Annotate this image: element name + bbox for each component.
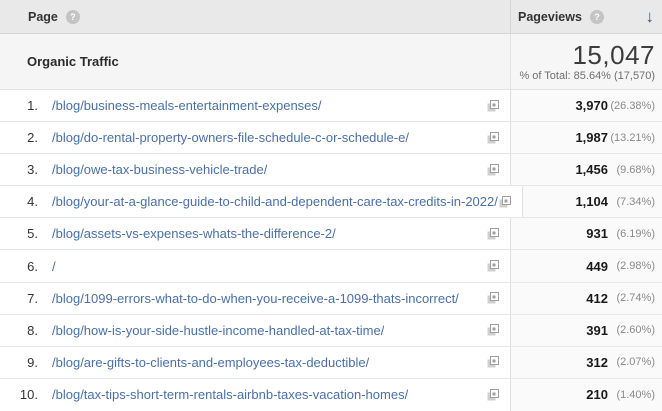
pageviews-cell: 931 (6.19%): [510, 218, 662, 250]
pageviews-cell: 3,970 (26.38%): [510, 90, 662, 122]
table-row: 10. /blog/tax-tips-short-term-rentals-ai…: [0, 378, 662, 411]
row-number: 6.: [27, 258, 38, 274]
page-link[interactable]: /blog/do-rental-property-owners-file-sch…: [52, 130, 409, 146]
pageviews-percent: (2.07%): [616, 356, 655, 369]
page-cell: 2. /blog/do-rental-property-owners-file-…: [0, 122, 510, 153]
table-row: 9. /blog/are-gifts-to-clients-and-employ…: [0, 346, 662, 379]
pageviews-value: 931: [586, 226, 608, 242]
segment-label: Organic Traffic: [27, 54, 119, 69]
row-number: 2.: [27, 130, 38, 146]
pageviews-value: 449: [586, 258, 608, 274]
pageviews-percent: (1.40%): [616, 388, 655, 401]
pageviews-column-header-cell: Pageviews ? ↓: [510, 0, 662, 33]
pageviews-value: 1,456: [575, 162, 608, 178]
open-in-new-icon[interactable]: [498, 195, 512, 209]
total-pageviews-cell: 15,047 % of Total: 85.64% (17,570): [510, 34, 662, 89]
pageviews-percent: (2.98%): [616, 260, 655, 273]
open-in-new-icon[interactable]: [486, 163, 500, 177]
page-link[interactable]: /blog/1099-errors-what-to-do-when-you-re…: [52, 290, 459, 306]
pageviews-value: 312: [586, 354, 608, 370]
pageviews-value: 3,970: [575, 98, 608, 114]
pageviews-cell: 312 (2.07%): [510, 346, 662, 378]
page-cell: 5. /blog/assets-vs-expenses-whats-the-di…: [0, 218, 510, 249]
sort-descending-icon[interactable]: ↓: [645, 6, 655, 26]
page-column-header[interactable]: Page: [28, 9, 58, 24]
page-cell: 6. /: [0, 250, 510, 281]
pageviews-cell: 1,104 (7.34%): [521, 186, 662, 218]
page-link[interactable]: /blog/how-is-your-side-hustle-income-han…: [52, 322, 385, 338]
page-cell: 8. /blog/how-is-your-side-hustle-income-…: [0, 315, 510, 346]
open-in-new-icon[interactable]: [486, 259, 500, 273]
summary-row: Organic Traffic 15,047 % of Total: 85.64…: [0, 34, 662, 90]
pageviews-value: 1,104: [575, 194, 608, 210]
pageviews-percent: (7.34%): [616, 195, 655, 208]
open-in-new-icon[interactable]: [486, 388, 500, 402]
pageviews-cell: 391 (2.60%): [510, 314, 662, 346]
percent-of-total: % of Total: 85.64% (17,570): [519, 70, 655, 82]
pageviews-value: 1,987: [575, 130, 608, 146]
pageviews-value: 391: [586, 322, 608, 338]
open-in-new-icon[interactable]: [486, 131, 500, 145]
open-in-new-icon[interactable]: [486, 291, 500, 305]
page-link[interactable]: /blog/owe-tax-business-vehicle-trade/: [52, 162, 268, 178]
help-icon[interactable]: ?: [589, 9, 604, 24]
page-link[interactable]: /: [52, 258, 56, 274]
table-row: 7. /blog/1099-errors-what-to-do-when-you…: [0, 282, 662, 315]
page-cell: 9. /blog/are-gifts-to-clients-and-employ…: [0, 347, 510, 378]
page-link[interactable]: /blog/tax-tips-short-term-rentals-airbnb…: [52, 387, 409, 403]
pageviews-percent: (9.68%): [616, 163, 655, 176]
pageviews-cell: 449 (2.98%): [510, 250, 662, 282]
pageviews-value: 210: [586, 387, 608, 403]
table-row: 3. /blog/owe-tax-business-vehicle-trade/…: [0, 154, 662, 187]
row-number: 9.: [27, 354, 38, 370]
pageviews-percent: (2.60%): [616, 324, 655, 337]
total-pageviews-value: 15,047: [572, 40, 655, 70]
page-cell: 10. /blog/tax-tips-short-term-rentals-ai…: [0, 379, 510, 411]
table-row: 2. /blog/do-rental-property-owners-file-…: [0, 122, 662, 155]
page-link[interactable]: /blog/business-meals-entertainment-expen…: [52, 98, 322, 114]
table-row: 5. /blog/assets-vs-expenses-whats-the-di…: [0, 218, 662, 251]
table-body: 1. /blog/business-meals-entertainment-ex…: [0, 90, 662, 411]
segment-label-cell: Organic Traffic: [0, 34, 510, 89]
pageviews-cell: 210 (1.40%): [510, 378, 662, 411]
row-number: 1.: [27, 98, 38, 114]
pageviews-cell: 412 (2.74%): [510, 282, 662, 314]
pageviews-percent: (6.19%): [616, 227, 655, 240]
pageviews-percent: (13.21%): [610, 131, 655, 144]
pageviews-value: 412: [586, 290, 608, 306]
open-in-new-icon[interactable]: [486, 227, 500, 241]
page-link[interactable]: /blog/assets-vs-expenses-whats-the-diffe…: [52, 226, 336, 242]
table-header-row: Page ? Pageviews ? ↓: [0, 0, 662, 34]
pageviews-percent: (2.74%): [616, 292, 655, 305]
open-in-new-icon[interactable]: [486, 99, 500, 113]
pageviews-percent: (26.38%): [610, 99, 655, 112]
row-number: 5.: [27, 226, 38, 242]
row-number: 8.: [27, 322, 38, 338]
page-cell: 4. /blog/your-at-a-glance-guide-to-child…: [0, 186, 522, 217]
open-in-new-icon[interactable]: [486, 323, 500, 337]
table-row: 4. /blog/your-at-a-glance-guide-to-child…: [0, 186, 662, 219]
page-link[interactable]: /blog/your-at-a-glance-guide-to-child-an…: [52, 194, 498, 210]
pageviews-cell: 1,987 (13.21%): [510, 122, 662, 154]
pageviews-column-header[interactable]: Pageviews: [518, 9, 582, 24]
open-in-new-icon[interactable]: [486, 355, 500, 369]
help-icon[interactable]: ?: [65, 9, 80, 24]
row-number: 10.: [19, 387, 38, 403]
row-number: 4.: [27, 194, 38, 210]
page-column-header-cell: Page ?: [0, 0, 510, 33]
page-cell: 3. /blog/owe-tax-business-vehicle-trade/: [0, 154, 510, 185]
page-cell: 1. /blog/business-meals-entertainment-ex…: [0, 90, 510, 121]
table-row: 1. /blog/business-meals-entertainment-ex…: [0, 90, 662, 123]
table-row: 8. /blog/how-is-your-side-hustle-income-…: [0, 314, 662, 347]
table-row: 6. / 449 (2.98%): [0, 250, 662, 283]
row-number: 7.: [27, 290, 38, 306]
pageviews-cell: 1,456 (9.68%): [510, 154, 662, 186]
page-cell: 7. /blog/1099-errors-what-to-do-when-you…: [0, 283, 510, 314]
page-link[interactable]: /blog/are-gifts-to-clients-and-employees…: [52, 354, 370, 370]
row-number: 3.: [27, 162, 38, 178]
